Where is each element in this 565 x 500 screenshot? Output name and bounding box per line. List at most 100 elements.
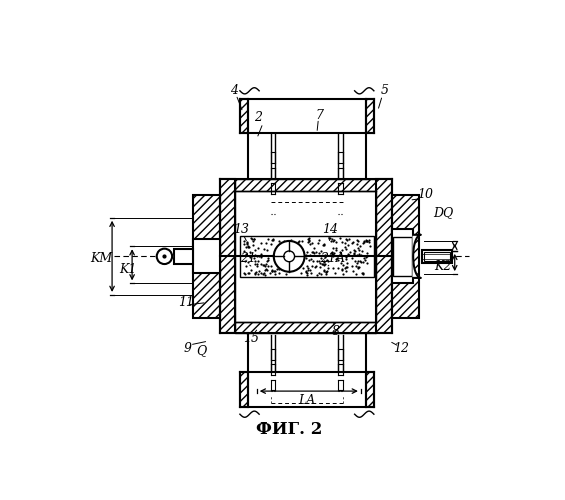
Circle shape	[284, 251, 294, 262]
Point	[247, 234, 256, 242]
Point	[337, 265, 346, 273]
Point	[311, 262, 320, 270]
Point	[246, 266, 255, 274]
Point	[352, 262, 361, 270]
Point	[310, 244, 319, 252]
Text: 2: 2	[254, 112, 262, 124]
Point	[308, 248, 318, 256]
Point	[338, 270, 347, 278]
Point	[341, 240, 350, 248]
Point	[291, 248, 300, 256]
Point	[298, 236, 307, 244]
Point	[343, 250, 352, 258]
Text: 21A: 21A	[320, 252, 345, 265]
Point	[320, 260, 329, 268]
Bar	[240, 236, 374, 277]
Point	[314, 240, 323, 248]
Bar	[393, 237, 412, 276]
Point	[242, 262, 251, 270]
Bar	[392, 194, 419, 318]
Point	[240, 247, 249, 255]
Point	[266, 240, 275, 248]
Point	[336, 251, 345, 259]
Text: 14: 14	[322, 223, 338, 236]
Text: 10: 10	[417, 188, 433, 201]
Point	[359, 237, 368, 245]
Point	[245, 243, 254, 251]
Point	[248, 234, 257, 242]
Point	[323, 267, 332, 275]
Point	[303, 264, 312, 272]
Point	[320, 240, 329, 248]
Point	[355, 250, 364, 258]
Point	[253, 252, 262, 260]
Point	[276, 243, 285, 251]
Point	[302, 268, 311, 276]
Circle shape	[157, 248, 172, 264]
Point	[328, 248, 337, 256]
Point	[308, 248, 317, 256]
Point	[303, 271, 312, 279]
Point	[357, 247, 366, 255]
Point	[280, 264, 289, 272]
Point	[257, 260, 266, 268]
Point	[316, 247, 325, 255]
Point	[334, 264, 343, 272]
Point	[276, 246, 285, 254]
Point	[353, 240, 362, 248]
Point	[318, 241, 327, 249]
Point	[286, 252, 295, 260]
Bar	[376, 180, 392, 334]
Point	[272, 265, 281, 273]
Point	[360, 254, 369, 262]
Point	[282, 251, 291, 259]
Point	[323, 256, 332, 264]
Point	[351, 247, 360, 255]
Point	[342, 255, 351, 263]
Bar	[366, 98, 374, 133]
Point	[337, 246, 346, 254]
Point	[343, 236, 352, 244]
Point	[306, 240, 315, 248]
Point	[342, 263, 351, 271]
Point	[333, 256, 342, 264]
Point	[303, 262, 312, 270]
Point	[250, 250, 259, 258]
Point	[250, 270, 259, 278]
Point	[303, 269, 312, 277]
Point	[260, 270, 270, 278]
Point	[285, 260, 294, 268]
Point	[355, 257, 364, 265]
Text: 4: 4	[230, 84, 238, 98]
Point	[360, 256, 370, 264]
Point	[239, 238, 248, 246]
Point	[282, 270, 291, 278]
Point	[243, 240, 252, 248]
Point	[301, 268, 310, 276]
Point	[355, 262, 364, 270]
Point	[241, 270, 250, 278]
Point	[362, 252, 371, 260]
Point	[307, 256, 316, 264]
Point	[257, 250, 266, 258]
Point	[357, 250, 366, 258]
Point	[264, 254, 273, 262]
Point	[328, 250, 337, 258]
Point	[288, 266, 297, 274]
Point	[254, 252, 263, 260]
Point	[254, 256, 263, 264]
Point	[312, 258, 321, 266]
Point	[258, 270, 267, 278]
Bar	[423, 250, 451, 262]
Point	[250, 235, 259, 243]
Point	[273, 258, 282, 266]
Point	[283, 247, 292, 255]
Point	[243, 269, 252, 277]
Point	[321, 254, 330, 262]
Point	[242, 238, 251, 246]
Point	[340, 264, 349, 272]
Text: 9: 9	[184, 342, 192, 355]
Point	[332, 244, 341, 252]
Point	[293, 238, 302, 246]
Point	[241, 256, 250, 264]
